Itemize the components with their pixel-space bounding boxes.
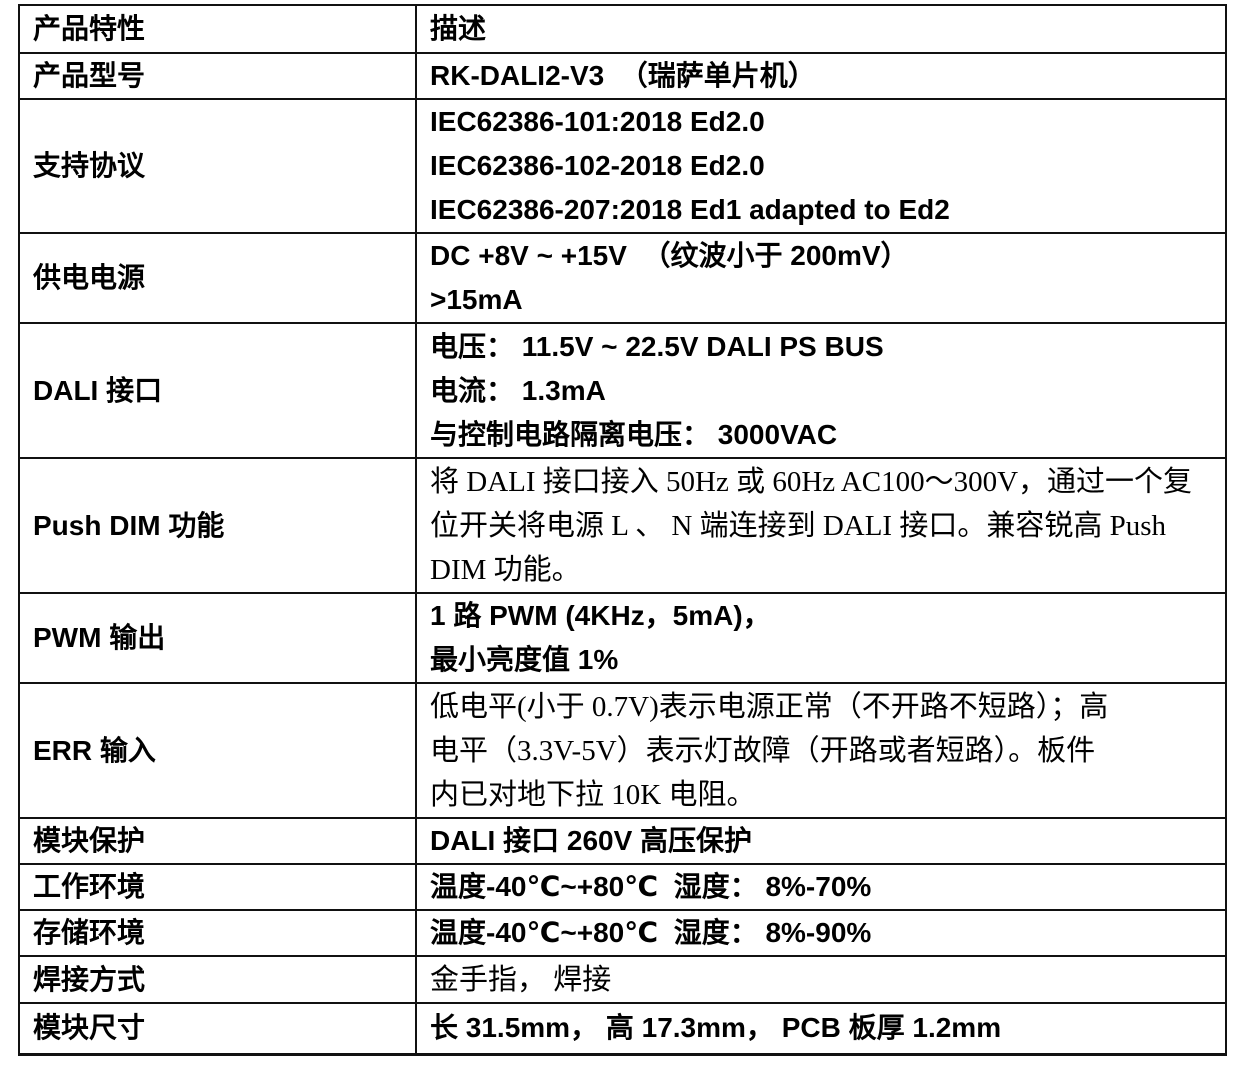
feature-cell: DALI 接口 (18, 322, 417, 459)
description-line: 金手指， 焊接 (430, 963, 612, 996)
feature-cell: 产品特性 (18, 4, 417, 54)
description-line: DC +8V ~ +15V （纹波小于 200mV） (430, 240, 909, 271)
spec-table-body: 产品特性 描述 产品型号 RK-DALI2-V3 （瑞萨单片机） 支持协议 IEC6238… (18, 4, 1227, 1056)
feature-cell: PWM 输出 (18, 592, 417, 684)
description-line: RK-DALI2-V3 （瑞萨单片机） (430, 60, 816, 91)
description-cell: 将 DALI 接口接入 50Hz 或 60Hz AC100～300V，通过一个复… (415, 457, 1227, 594)
spec-table: 产品特性 描述 产品型号 RK-DALI2-V3 （瑞萨单片机） 支持协议 IEC6238… (18, 4, 1227, 1056)
description-line: 1 路 PWM (4KHz，5mA)， (430, 600, 771, 631)
description-line: 温度-40℃~+80℃ 湿度： 8%-90% (430, 917, 872, 948)
description-cell: IEC62386-101:2018 Ed2.0 IEC62386-102-2018… (415, 98, 1227, 234)
description-line: >15mA (430, 284, 523, 315)
feature-cell: ERR 输入 (18, 682, 417, 819)
feature-cell: 模块尺寸 (18, 1002, 417, 1056)
feature-cell: 产品型号 (18, 52, 417, 100)
table-row: ERR 输入 低电平(小于 0.7V)表示电源正常（不开路不短路）；高 电平（3.3… (18, 682, 1227, 819)
description-cell: 温度-40℃~+80℃ 湿度： 8%-70% (415, 863, 1227, 911)
table-row: 产品型号 RK-DALI2-V3 （瑞萨单片机） (18, 52, 1227, 100)
table-row: 支持协议 IEC62386-101:2018 Ed2.0 IEC62386-102-… (18, 98, 1227, 234)
description-line: 位开关将电源 L 、 N 端连接到 DALI 接口。兼容锐高 Push (430, 509, 1167, 542)
table-row: Push DIM 功能将 DALI 接口接入 50Hz 或 60Hz AC100… (18, 457, 1227, 594)
table-row: PWM 输出 1 路 PWM (4KHz，5mA)， 最小亮度值 1% (18, 592, 1227, 684)
feature-cell: 工作环境 (18, 863, 417, 911)
description-line: IEC62386-207:2018 Ed1 adapted to Ed2 (430, 194, 950, 225)
table-row: 工作环境 温度-40℃~+80℃ 湿度： 8%-70% (18, 863, 1227, 911)
table-row: 模块尺寸长 31.5mm， 高 17.3mm， PCB 板厚 1.2mm (18, 1002, 1227, 1056)
description-line: 温度-40℃~+80℃ 湿度： 8%-70% (430, 871, 872, 902)
description-cell: 温度-40℃~+80℃ 湿度： 8%-90% (415, 909, 1227, 957)
description-cell: 长 31.5mm， 高 17.3mm， PCB 板厚 1.2mm (415, 1002, 1227, 1056)
table-row: 供电电源 DC +8V ~ +15V （纹波小于 200mV） >15mA (18, 232, 1227, 324)
description-line: 将 DALI 接口接入 50Hz 或 60Hz AC100～300V，通过一个复 (430, 465, 1193, 498)
feature-cell: 模块保护 (18, 817, 417, 865)
table-row: 焊接方式 金手指， 焊接 (18, 955, 1227, 1004)
table-row: 存储环境 温度-40℃~+80℃ 湿度： 8%-90% (18, 909, 1227, 957)
feature-cell: 供电电源 (18, 232, 417, 324)
description-cell: 描述 (415, 4, 1227, 54)
description-line: 电平（3.3V-5V）表示灯故障（开路或者短路）。板件 (430, 734, 1096, 767)
feature-cell: Push DIM 功能 (18, 457, 417, 594)
description-line: 描述 (430, 13, 487, 44)
table-row: DALI 接口 电压： 11.5V ~ 22.5V DALI PS BUS 电流： … (18, 322, 1227, 459)
description-line: 低电平(小于 0.7V)表示电源正常（不开路不短路）；高 (430, 690, 1109, 723)
description-line: IEC62386-101:2018 Ed2.0 (430, 106, 765, 137)
description-line: 最小亮度值 1% (430, 644, 619, 675)
table-row: 模块保护 DALI 接口 260V 高压保护 (18, 817, 1227, 865)
description-cell: DALI 接口 260V 高压保护 (415, 817, 1227, 865)
description-line: 长 31.5mm， 高 17.3mm， PCB 板厚 1.2mm (430, 1012, 1002, 1044)
description-line: 与控制电路隔离电压： 3000VAC (430, 418, 838, 450)
description-cell: RK-DALI2-V3 （瑞萨单片机） (415, 52, 1227, 100)
description-cell: 1 路 PWM (4KHz，5mA)， 最小亮度值 1% (415, 592, 1227, 684)
feature-cell: 支持协议 (18, 98, 417, 234)
description-cell: 金手指， 焊接 (415, 955, 1227, 1004)
feature-cell: 焊接方式 (18, 955, 417, 1004)
table-row: 产品特性 描述 (18, 4, 1227, 54)
description-line: 电压： 11.5V ~ 22.5V DALI PS BUS (430, 330, 884, 362)
description-line: IEC62386-102-2018 Ed2.0 (430, 150, 765, 181)
description-cell: 低电平(小于 0.7V)表示电源正常（不开路不短路）；高 电平（3.3V-5V）表… (415, 682, 1227, 819)
description-line: 内已对地下拉 10K 电阻。 (430, 778, 756, 811)
description-cell: DC +8V ~ +15V （纹波小于 200mV） >15mA (415, 232, 1227, 324)
description-cell: 电压： 11.5V ~ 22.5V DALI PS BUS 电流： 1.3mA 与控… (415, 322, 1227, 459)
description-line: DIM 功能。 (430, 553, 581, 586)
description-line: 电流： 1.3mA (430, 374, 606, 406)
feature-cell: 存储环境 (18, 909, 417, 957)
description-line: DALI 接口 260V 高压保护 (430, 825, 753, 856)
